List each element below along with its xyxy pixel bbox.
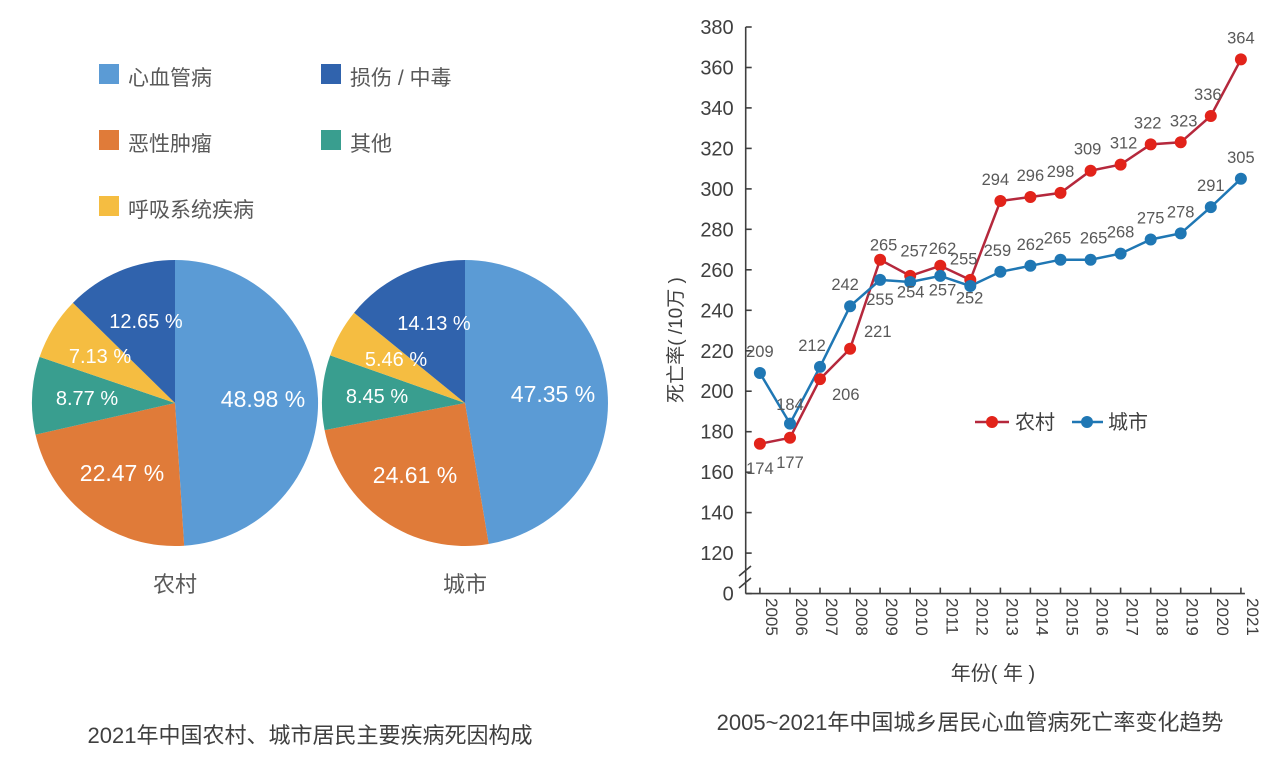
svg-text:城市: 城市	[443, 572, 487, 597]
svg-text:209: 209	[746, 343, 774, 361]
svg-text:24.61 %: 24.61 %	[373, 462, 457, 488]
svg-text:296: 296	[1017, 167, 1045, 185]
svg-text:农村: 农村	[1015, 411, 1055, 434]
svg-text:2013: 2013	[1002, 598, 1021, 636]
svg-text:254: 254	[897, 284, 925, 302]
svg-text:280: 280	[700, 219, 733, 241]
svg-text:0: 0	[723, 584, 734, 606]
svg-text:22.47 %: 22.47 %	[80, 460, 164, 486]
svg-text:323: 323	[1170, 112, 1198, 130]
svg-text:255: 255	[866, 291, 894, 309]
svg-text:8.45 %: 8.45 %	[346, 386, 408, 408]
svg-text:2012: 2012	[972, 598, 991, 636]
svg-text:242: 242	[831, 276, 859, 294]
svg-text:7.13 %: 7.13 %	[69, 346, 131, 368]
svg-text:160: 160	[700, 462, 733, 484]
svg-text:2019: 2019	[1183, 598, 1202, 636]
svg-text:200: 200	[700, 381, 733, 403]
svg-text:275: 275	[1137, 210, 1165, 228]
svg-text:294: 294	[982, 171, 1010, 189]
svg-text:2005~2021年中国城乡居民心血管病死亡率变化趋势: 2005~2021年中国城乡居民心血管病死亡率变化趋势	[717, 710, 1224, 735]
svg-text:320: 320	[700, 138, 733, 160]
svg-text:死亡率( /10万 ): 死亡率( /10万 )	[665, 277, 687, 403]
svg-text:312: 312	[1110, 135, 1138, 153]
svg-text:252: 252	[956, 290, 984, 308]
svg-text:120: 120	[700, 543, 733, 565]
svg-text:2021: 2021	[1243, 598, 1262, 636]
svg-text:2007: 2007	[822, 598, 841, 636]
svg-text:309: 309	[1074, 141, 1102, 159]
svg-text:221: 221	[864, 323, 892, 341]
svg-text:14.13 %: 14.13 %	[397, 313, 471, 335]
svg-text:212: 212	[798, 337, 826, 355]
svg-text:265: 265	[1080, 230, 1108, 248]
svg-text:2011: 2011	[942, 598, 961, 635]
svg-text:322: 322	[1134, 114, 1162, 132]
svg-text:8.77 %: 8.77 %	[56, 388, 118, 410]
svg-text:2005: 2005	[762, 598, 781, 636]
svg-text:257: 257	[929, 281, 957, 299]
svg-text:2014: 2014	[1032, 598, 1051, 636]
svg-text:2010: 2010	[912, 598, 931, 636]
svg-text:265: 265	[1044, 230, 1072, 248]
svg-text:260: 260	[700, 260, 733, 282]
svg-text:240: 240	[700, 300, 733, 322]
svg-text:257: 257	[900, 243, 928, 261]
svg-text:2008: 2008	[852, 598, 871, 636]
svg-text:2006: 2006	[792, 598, 811, 636]
svg-text:300: 300	[700, 179, 733, 201]
svg-text:340: 340	[700, 98, 733, 120]
svg-text:278: 278	[1167, 203, 1195, 221]
svg-text:48.98 %: 48.98 %	[221, 386, 305, 412]
svg-text:184: 184	[776, 396, 804, 414]
svg-text:380: 380	[700, 17, 733, 39]
svg-text:268: 268	[1107, 224, 1135, 242]
svg-text:336: 336	[1194, 86, 1222, 104]
svg-text:12.65 %: 12.65 %	[109, 311, 183, 333]
svg-text:140: 140	[700, 503, 733, 525]
svg-text:220: 220	[700, 341, 733, 363]
svg-text:2016: 2016	[1093, 598, 1112, 636]
svg-text:265: 265	[870, 237, 898, 255]
svg-text:2018: 2018	[1153, 598, 1172, 636]
svg-text:262: 262	[1017, 236, 1045, 254]
svg-text:259: 259	[984, 242, 1012, 260]
svg-text:364: 364	[1227, 29, 1255, 47]
svg-text:47.35 %: 47.35 %	[511, 381, 595, 407]
svg-text:305: 305	[1227, 149, 1255, 167]
svg-text:180: 180	[700, 422, 733, 444]
svg-text:2017: 2017	[1123, 598, 1142, 636]
svg-text:298: 298	[1047, 163, 1075, 181]
svg-text:291: 291	[1197, 177, 1225, 195]
svg-text:206: 206	[832, 386, 860, 404]
svg-text:年份( 年 ): 年份( 年 )	[951, 662, 1035, 685]
svg-text:174: 174	[746, 460, 774, 478]
svg-text:177: 177	[776, 454, 804, 472]
svg-text:城市: 城市	[1108, 411, 1148, 434]
svg-text:5.46 %: 5.46 %	[365, 349, 427, 371]
svg-text:2020: 2020	[1213, 598, 1232, 636]
svg-text:2009: 2009	[882, 598, 901, 636]
svg-text:农村: 农村	[153, 572, 197, 597]
svg-text:360: 360	[700, 58, 733, 80]
svg-text:255: 255	[950, 251, 978, 269]
svg-text:2015: 2015	[1063, 598, 1082, 636]
